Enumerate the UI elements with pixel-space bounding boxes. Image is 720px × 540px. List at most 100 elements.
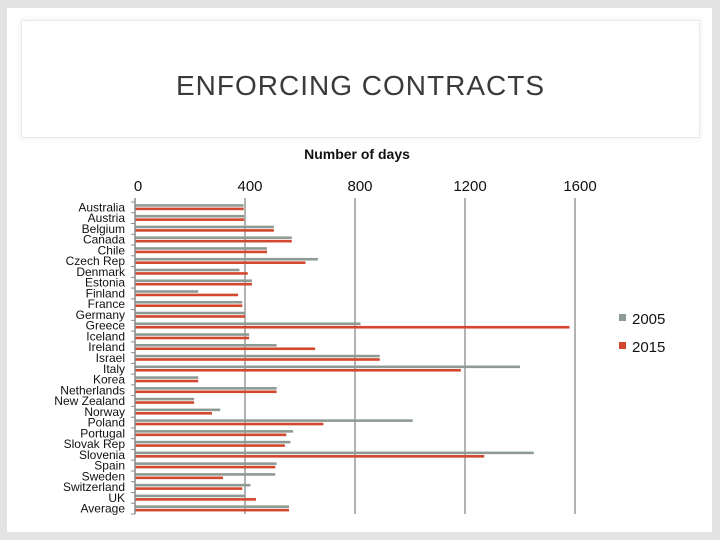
bar-2015-czech-rep — [135, 261, 306, 264]
bar-2015-estonia — [135, 282, 252, 286]
x-tick-label: 1200 — [453, 178, 486, 195]
category-label: Spain — [94, 459, 125, 473]
legend-swatch-2015 — [619, 342, 626, 349]
bar-2015-poland — [135, 422, 324, 426]
bar-2015-slovak-rep — [135, 444, 285, 447]
bar-2005-portugal — [135, 430, 294, 433]
bar-2015-italy — [135, 368, 461, 372]
bar-2005-estonia — [135, 279, 252, 283]
bar-2005-uk — [135, 494, 245, 498]
bar-2015-iceland — [135, 336, 250, 340]
slide-background: ENFORCING CONTRACTS — [7, 8, 712, 532]
bar-2005-slovenia — [135, 451, 534, 455]
category-label: France — [88, 297, 126, 311]
category-label: Netherlands — [60, 383, 125, 397]
category-label: Norway — [84, 405, 125, 419]
category-label: Slovenia — [79, 448, 125, 462]
bar-2015-portugal — [135, 433, 287, 437]
category-label: New Zealand — [54, 394, 125, 408]
bar-2015-spain — [135, 465, 276, 469]
bar-2015-ireland — [135, 347, 316, 351]
x-tick-label: 0 — [134, 178, 142, 195]
bar-2015-norway — [135, 411, 212, 415]
category-label: Korea — [93, 373, 125, 387]
category-label: Finland — [86, 286, 125, 300]
category-label: Poland — [88, 416, 125, 430]
bar-2015-denmark — [135, 272, 248, 275]
category-label: Estonia — [85, 276, 125, 290]
bar-2015-new-zealand — [135, 401, 195, 404]
bar-2005-finland — [135, 290, 199, 293]
bar-2015-austria — [135, 218, 245, 221]
bar-2015-greece — [135, 325, 570, 329]
bar-2005-france — [135, 300, 243, 304]
category-label: Canada — [83, 233, 125, 247]
category-label: Slovak Rep — [64, 437, 126, 451]
bar-2015-average — [135, 508, 289, 512]
bar-2015-finland — [135, 293, 239, 297]
category-label: Switzerland — [63, 480, 125, 494]
x-tick-label: 400 — [237, 178, 262, 195]
bar-2005-iceland — [135, 333, 250, 336]
bar-2015-chile — [135, 250, 267, 254]
bar-2015-switzerland — [135, 487, 243, 490]
title-band: ENFORCING CONTRACTS — [21, 20, 700, 138]
category-label: Iceland — [86, 329, 125, 343]
category-label: Ireland — [88, 340, 125, 354]
bar-2005-chile — [135, 247, 267, 250]
x-tick-label: 800 — [347, 178, 372, 195]
category-label: Average — [81, 502, 126, 516]
category-label: Australia — [78, 200, 125, 214]
bar-2005-denmark — [135, 268, 240, 272]
bar-2015-belgium — [135, 229, 274, 232]
category-label: Denmark — [76, 265, 126, 279]
bar-2015-canada — [135, 239, 292, 243]
bar-2005-spain — [135, 462, 277, 465]
bar-2005-czech-rep — [135, 257, 318, 261]
category-label: Germany — [76, 308, 125, 322]
bar-2005-austria — [135, 214, 245, 218]
bar-2015-australia — [135, 207, 244, 211]
category-label: Greece — [86, 319, 126, 333]
y-axis — [131, 198, 136, 515]
category-label: Austria — [88, 211, 126, 225]
slide-title: ENFORCING CONTRACTS — [176, 70, 545, 101]
bar-2005-israel — [135, 354, 380, 358]
bar-2005-germany — [135, 311, 245, 315]
bar-2015-germany — [135, 315, 245, 318]
legend: 2005 2015 — [619, 311, 665, 356]
bar-2015-netherlands — [135, 390, 277, 394]
bar-2005-new-zealand — [135, 397, 195, 401]
category-label: UK — [108, 491, 125, 505]
bar-2015-slovenia — [135, 455, 485, 458]
bar-2005-ireland — [135, 344, 277, 347]
legend-label-2005: 2005 — [632, 311, 665, 328]
x-axis-ticks: 0 400 800 1200 1600 — [134, 178, 597, 195]
category-label: Italy — [103, 362, 125, 376]
bar-2005-sweden — [135, 473, 276, 476]
bar-2005-switzerland — [135, 483, 251, 487]
bar-2005-belgium — [135, 225, 274, 229]
chart-title: Number of days — [304, 146, 410, 162]
category-label: Israel — [96, 351, 125, 365]
legend-swatch-2005 — [619, 314, 626, 321]
bar-2015-israel — [135, 358, 380, 361]
bars — [135, 204, 570, 512]
bar-2005-australia — [135, 204, 244, 207]
bar-2005-canada — [135, 236, 292, 240]
bar-2005-greece — [135, 322, 361, 326]
bar-2015-sweden — [135, 476, 223, 480]
bar-2005-norway — [135, 408, 221, 412]
category-label: Czech Rep — [66, 254, 126, 268]
bar-2005-italy — [135, 365, 520, 369]
category-label: Chile — [98, 243, 126, 257]
bar-2005-average — [135, 505, 289, 508]
category-label: Belgium — [82, 222, 125, 236]
bar-2015-korea — [135, 379, 199, 383]
category-label: Sweden — [82, 469, 125, 483]
bar-2005-slovak-rep — [135, 440, 291, 444]
bar-2015-uk — [135, 498, 256, 501]
legend-label-2015: 2015 — [632, 339, 665, 356]
category-label: Portugal — [80, 426, 125, 440]
